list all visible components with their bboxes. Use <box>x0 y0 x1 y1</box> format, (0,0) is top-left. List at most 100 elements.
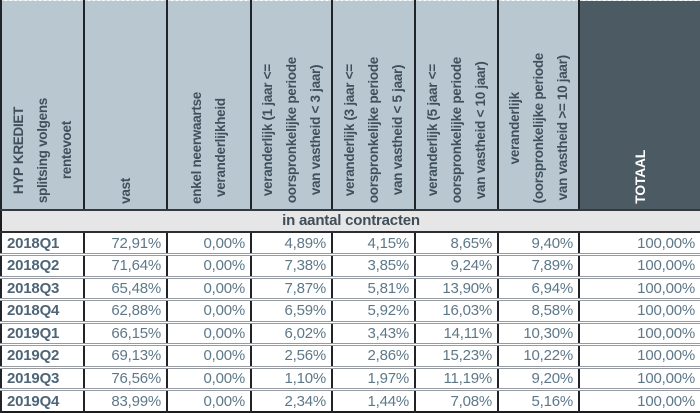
value-cell: 0,00% <box>166 299 252 324</box>
rotated-header-wrap: TOTAAL <box>581 2 699 208</box>
header-line: veranderlijk (3 jaar <= <box>341 64 357 197</box>
header-line: oorspronkelijke periode <box>283 57 299 204</box>
value-cell: 8,65% <box>414 232 499 256</box>
column-header-enkel-neerwaarts: enkel neerwaartse veranderlijkheid <box>166 0 252 211</box>
header-line: van vastheid >= 10 jaar) <box>554 55 570 201</box>
value-cell: 0,00% <box>166 232 252 256</box>
row-label: 2018Q4 <box>0 299 85 324</box>
header-line: oorspronkelijke periode <box>365 57 381 204</box>
value-cell: 83,99% <box>83 389 168 412</box>
rotated-header-wrap: enkel neerwaartse veranderlijkheid <box>169 2 249 208</box>
rotated-header-text: TOTAAL <box>627 150 653 204</box>
table-header: HYP KREDIET splitsing volgens rentevoet vas… <box>0 0 700 211</box>
value-cell: 1,97% <box>331 367 416 391</box>
value-cell: 6,02% <box>250 322 333 346</box>
value-cell: 100,00% <box>578 232 700 256</box>
value-cell: 9,24% <box>414 254 499 279</box>
table-row: 2019Q2 69,13% 0,00% 2,56% 2,86% 15,23% 10,22% 1… <box>0 344 700 369</box>
value-cell: 7,08% <box>414 389 499 412</box>
header-line: TOTAAL <box>632 149 648 204</box>
value-cell: 72,91% <box>83 232 168 256</box>
rotated-header-wrap: veranderlijk (5 jaar <= oorspronkelijke p… <box>417 2 496 208</box>
value-cell: 3,43% <box>331 322 416 346</box>
rotated-header-wrap: veranderlijk (3 jaar <= oorspronkelijke p… <box>334 2 413 208</box>
header-line: HYP KREDIET <box>10 107 26 195</box>
value-cell: 16,03% <box>414 299 499 324</box>
value-cell: 1,44% <box>331 389 416 412</box>
header-line: (oorspronkelijke periode <box>530 53 546 204</box>
value-cell: 13,90% <box>414 277 499 301</box>
table-row: 2018Q1 72,91% 0,00% 4,89% 4,15% 8,65% 9,40% 100… <box>0 232 700 256</box>
value-cell: 11,19% <box>414 367 499 391</box>
row-label: 2019Q4 <box>0 389 85 412</box>
header-line: vast <box>117 177 133 204</box>
value-cell: 4,89% <box>250 232 333 256</box>
value-cell: 100,00% <box>578 344 700 369</box>
table-row: 2019Q4 83,99% 0,00% 2,34% 1,44% 7,08% 5,16% 100… <box>0 389 700 412</box>
value-cell: 5,81% <box>331 277 416 301</box>
value-cell: 1,10% <box>250 367 333 391</box>
row-label: 2018Q2 <box>0 254 85 279</box>
value-cell: 7,89% <box>497 254 580 279</box>
value-cell: 0,00% <box>166 344 252 369</box>
value-cell: 8,58% <box>497 299 580 324</box>
row-label: 2019Q2 <box>0 344 85 369</box>
value-cell: 65,48% <box>83 277 168 301</box>
header-line: veranderlijkheid <box>213 98 228 197</box>
rotated-header-wrap: vast <box>86 2 165 208</box>
value-cell: 100,00% <box>578 367 700 391</box>
table-row: 2019Q1 66,15% 0,00% 6,02% 3,43% 14,11% 10,30% 1… <box>0 322 700 346</box>
value-cell: 100,00% <box>578 277 700 301</box>
value-cell: 100,00% <box>578 322 700 346</box>
rotated-header-text: vast <box>114 178 138 204</box>
value-cell: 9,20% <box>497 367 580 391</box>
column-header-vast: vast <box>83 0 168 211</box>
rotated-header-wrap: veranderlijk (1 jaar <= oorspronkelijke p… <box>253 2 330 208</box>
value-cell: 5,92% <box>331 299 416 324</box>
rotated-header-text: veranderlijk (oorspronkelijke periode van … <box>503 53 575 203</box>
rotated-header-wrap: veranderlijk (oorspronkelijke periode van … <box>500 2 577 208</box>
value-cell: 5,16% <box>497 389 580 412</box>
value-cell: 6,94% <box>497 277 580 301</box>
column-header-totaal: TOTAAL <box>578 0 700 211</box>
section-header: in aantal contracten <box>1 209 700 233</box>
header-line: splitsing volgens <box>34 98 50 204</box>
value-cell: 0,00% <box>166 322 252 346</box>
rotated-header-text: HYP KREDIET splitsing volgens rentevoet <box>7 98 79 203</box>
value-cell: 100,00% <box>578 299 700 324</box>
header-line: van vastheid < 10 jaar) <box>472 61 488 200</box>
table-row: 2018Q2 71,64% 0,00% 7,38% 3,85% 9,24% 7,89% 100… <box>0 254 700 279</box>
value-cell: 0,00% <box>166 367 252 391</box>
header-line: van vastheid < 3 jaar) <box>307 65 323 196</box>
value-cell: 2,34% <box>250 389 333 412</box>
table-row: 2019Q3 76,56% 0,00% 1,10% 1,97% 11,19% 9,20% 10… <box>0 367 700 391</box>
value-cell: 3,85% <box>331 254 416 279</box>
value-cell: 10,22% <box>497 344 580 369</box>
row-label: 2018Q3 <box>0 277 85 301</box>
value-cell: 9,40% <box>497 232 580 256</box>
value-cell: 0,00% <box>166 277 252 301</box>
header-line: veranderlijk <box>506 92 522 165</box>
header-line: enkel neerwaartse <box>189 91 204 204</box>
value-cell: 2,86% <box>331 344 416 369</box>
value-cell: 100,00% <box>578 254 700 279</box>
value-cell: 71,64% <box>83 254 168 279</box>
column-header-veranderlijk-5-10: veranderlijk (5 jaar <= oorspronkelijke p… <box>414 0 499 211</box>
column-header-veranderlijk-3-5: veranderlijk (3 jaar <= oorspronkelijke p… <box>331 0 416 211</box>
value-cell: 7,87% <box>250 277 333 301</box>
header-row: HYP KREDIET splitsing volgens rentevoet vas… <box>0 0 700 211</box>
table-body: in aantal contracten 2018Q1 72,91% 0,00% 4,… <box>0 209 700 412</box>
value-cell: 0,00% <box>166 389 252 412</box>
rotated-header-wrap: HYP KREDIET splitsing volgens rentevoet <box>3 2 82 208</box>
value-cell: 10,30% <box>497 322 580 346</box>
table-row: 2018Q3 65,48% 0,00% 7,87% 5,81% 13,90% 6,94% 10… <box>0 277 700 301</box>
header-line: van vastheid < 5 jaar) <box>389 65 405 196</box>
rotated-header-text: veranderlijk (1 jaar <= oorspronkelijke p… <box>256 57 328 203</box>
value-cell: 6,59% <box>250 299 333 324</box>
column-header-veranderlijk-1-3: veranderlijk (1 jaar <= oorspronkelijke p… <box>250 0 333 211</box>
value-cell: 14,11% <box>414 322 499 346</box>
value-cell: 76,56% <box>83 367 168 391</box>
value-cell: 4,15% <box>331 232 416 256</box>
header-line: rentevoet <box>58 121 74 180</box>
